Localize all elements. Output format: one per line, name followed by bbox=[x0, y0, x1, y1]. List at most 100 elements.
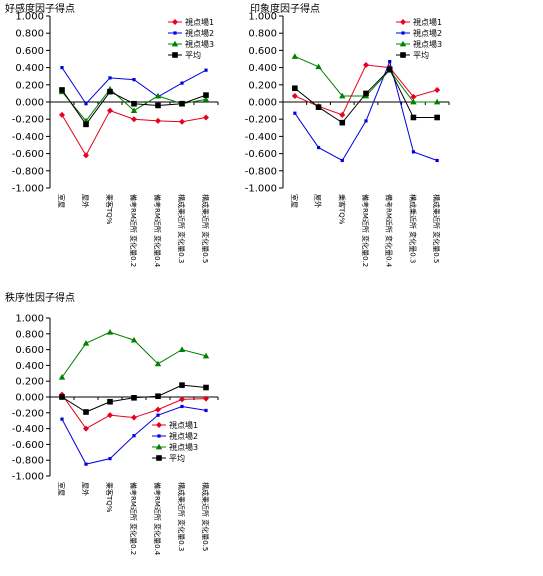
data-point bbox=[339, 92, 346, 99]
x-tick-label: 構成乗近所 変化量0.5 bbox=[201, 482, 210, 551]
y-tick-label: 0.000 bbox=[15, 98, 44, 109]
data-point bbox=[291, 92, 298, 99]
chart-3: 秩序性因子得点 1.000 0.800 0.600 0.400 0.200 0.000 -0.… bbox=[5, 291, 219, 556]
data-point bbox=[179, 382, 185, 388]
data-point bbox=[83, 152, 89, 159]
x-tick-label: 構成乗近所 変化量0.3 bbox=[177, 194, 186, 263]
data-point bbox=[155, 117, 161, 124]
legend-label: 視点場3 bbox=[169, 442, 198, 452]
y-tick-label: -0.200 bbox=[245, 115, 277, 126]
series-4 bbox=[59, 87, 209, 128]
x-tick-label: 室屋 bbox=[290, 194, 299, 208]
data-point bbox=[131, 394, 137, 401]
legend-marker bbox=[155, 443, 163, 450]
chart-title: 好感度因子得点 bbox=[5, 2, 75, 15]
legend-label: 視点場2 bbox=[413, 28, 442, 38]
y-tick-label: -0.800 bbox=[245, 166, 277, 177]
y-tick-label: -0.200 bbox=[12, 115, 44, 126]
data-point bbox=[84, 462, 88, 466]
data-point bbox=[363, 90, 369, 97]
legend-marker bbox=[157, 434, 161, 438]
data-point bbox=[156, 413, 160, 417]
y-tick-label: -1.000 bbox=[245, 184, 277, 195]
series-1 bbox=[59, 391, 209, 432]
data-point bbox=[339, 119, 346, 126]
data-point bbox=[59, 111, 65, 118]
data-point bbox=[315, 63, 322, 70]
data-point bbox=[154, 360, 162, 367]
data-point bbox=[59, 87, 65, 93]
x-tick-label: 乗客TQ% bbox=[105, 482, 114, 513]
series-4 bbox=[59, 382, 209, 415]
data-point bbox=[315, 104, 322, 110]
data-point bbox=[131, 100, 137, 107]
legend-label: 視点場2 bbox=[169, 431, 198, 441]
legend-label: 視点場1 bbox=[413, 17, 442, 27]
x-tick-label: 室屋 bbox=[57, 482, 66, 496]
legend-marker bbox=[172, 52, 178, 58]
data-point bbox=[108, 76, 112, 80]
data-point bbox=[83, 409, 89, 415]
data-point bbox=[131, 116, 137, 123]
y-tick-label: -0.400 bbox=[12, 424, 44, 435]
x-tick-label: 備考RM近所 変化量0.4 bbox=[153, 482, 162, 556]
data-point bbox=[60, 417, 64, 421]
data-point bbox=[107, 88, 113, 95]
data-point bbox=[154, 92, 162, 99]
legend-marker bbox=[171, 40, 179, 47]
legend-marker bbox=[401, 31, 405, 35]
data-point bbox=[179, 396, 185, 403]
data-point bbox=[386, 66, 393, 73]
series-1 bbox=[291, 62, 441, 118]
data-point bbox=[60, 66, 64, 70]
x-tick-label: 備考RM近所 変化量0.2 bbox=[361, 194, 370, 267]
y-tick-label: 0.600 bbox=[15, 46, 44, 57]
data-point bbox=[178, 346, 186, 352]
y-tick-label: 1.000 bbox=[15, 12, 44, 23]
chart-title: 秩序性因子得点 bbox=[5, 291, 75, 304]
data-point bbox=[204, 68, 208, 72]
data-point bbox=[131, 414, 137, 421]
data-point bbox=[202, 96, 210, 102]
series-3 bbox=[291, 53, 441, 105]
series-line bbox=[61, 67, 207, 105]
legend-marker bbox=[399, 40, 407, 47]
data-point bbox=[83, 121, 89, 128]
data-point bbox=[58, 374, 66, 380]
y-tick-label: -1.000 bbox=[12, 184, 44, 195]
series-2 bbox=[60, 404, 208, 466]
legend-marker bbox=[173, 31, 177, 35]
data-point bbox=[433, 98, 441, 105]
data-point bbox=[203, 114, 209, 121]
y-tick-label: 1.000 bbox=[15, 314, 44, 325]
x-tick-label: 備考RM近所 変化量0.4 bbox=[153, 194, 162, 268]
data-point bbox=[132, 434, 136, 438]
legend-label: 視点場1 bbox=[185, 17, 214, 27]
data-point bbox=[180, 404, 184, 409]
legend-marker bbox=[172, 19, 178, 25]
data-point bbox=[202, 352, 210, 359]
y-tick-label: -0.600 bbox=[12, 149, 44, 160]
data-point bbox=[155, 393, 161, 400]
y-tick-label: 0.400 bbox=[15, 361, 44, 372]
x-tick-label: 構成乗近所 変化量0.3 bbox=[177, 482, 186, 551]
data-point bbox=[107, 398, 113, 405]
data-point bbox=[316, 145, 321, 150]
data-point bbox=[179, 118, 185, 125]
x-tick-label: 室屋 bbox=[57, 194, 66, 208]
series-2 bbox=[293, 59, 439, 163]
legend-marker bbox=[400, 52, 406, 58]
data-point bbox=[293, 111, 297, 115]
data-point bbox=[411, 150, 416, 154]
data-point bbox=[339, 111, 346, 118]
y-tick-label: 0.600 bbox=[15, 345, 44, 356]
series-2 bbox=[60, 66, 208, 106]
y-tick-label: 0.400 bbox=[15, 63, 44, 74]
data-point bbox=[108, 457, 112, 461]
data-point bbox=[132, 78, 136, 82]
y-tick-label: -1.000 bbox=[12, 472, 44, 483]
data-point bbox=[59, 394, 65, 400]
legend-label: 視点場3 bbox=[413, 39, 442, 49]
